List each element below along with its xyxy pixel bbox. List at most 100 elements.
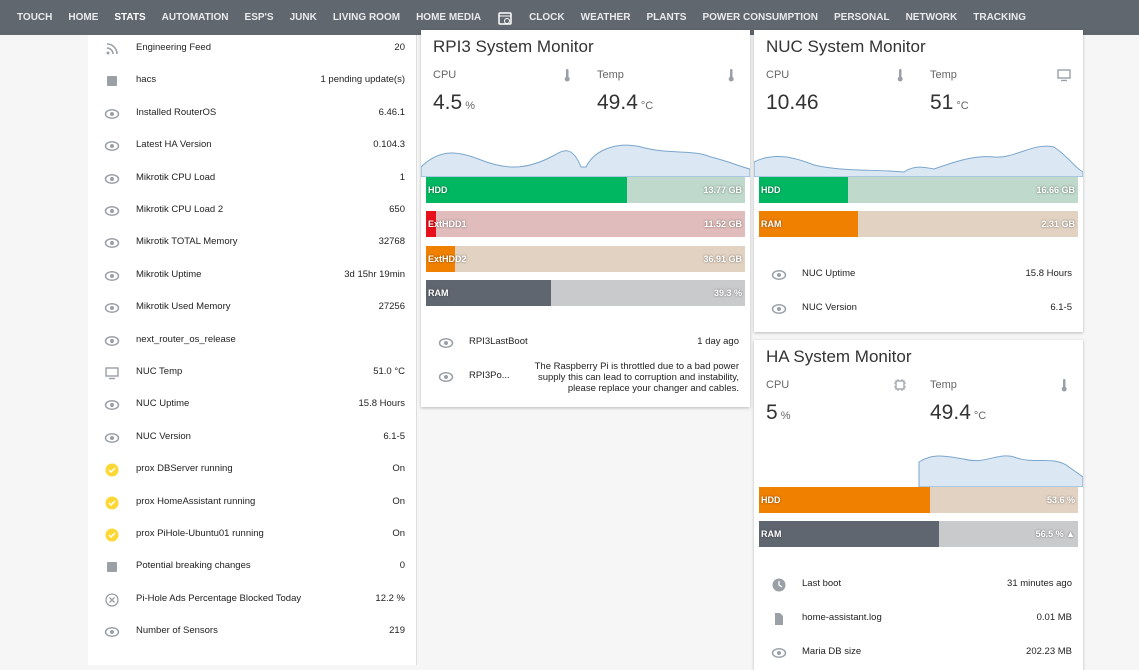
- icon-check: [105, 463, 119, 477]
- temp-label: Temp: [597, 69, 624, 81]
- nav-tab[interactable]: NETWORK: [905, 12, 958, 23]
- bar-label: RAM: [428, 287, 449, 298]
- bar-value: 36.91 GB: [703, 253, 742, 264]
- entity-value: 1 pending update(s): [320, 74, 405, 86]
- entity-name: NUC Uptime: [802, 267, 856, 279]
- icon-eye: [438, 372, 454, 383]
- nav-tab[interactable]: TRACKING: [973, 12, 1027, 23]
- nav-tab[interactable]: POWER CONSUMPTION: [702, 12, 818, 23]
- nav-tab[interactable]: CLOCK: [529, 12, 565, 23]
- entity-name: Mikrotik TOTAL Memory: [136, 236, 238, 248]
- temp-value: 51 °C: [930, 91, 969, 115]
- icon-chip: [894, 379, 906, 391]
- entity-value: The Raspberry Pi is throttled due to a b…: [534, 361, 739, 395]
- cpu-label: CPU: [766, 379, 790, 391]
- bar-label: ExtHDD2: [428, 253, 467, 264]
- cpu-label: CPU: [433, 69, 457, 81]
- nav-tab[interactable]: STATS: [114, 12, 146, 23]
- temp-label: Temp: [930, 69, 957, 81]
- icon-eye: [104, 627, 120, 638]
- entity-name: hacs: [136, 74, 157, 86]
- entity-value: 0.01 MB: [1036, 611, 1072, 623]
- temp-unit: °C: [973, 410, 987, 422]
- entity-value: 650: [389, 204, 405, 215]
- bar: ExtHDD2 36.91 GB: [426, 245, 745, 272]
- entity-value: 15.8 Hours: [1025, 267, 1072, 279]
- sparkline: [918, 455, 1083, 487]
- nav-bar: TOUCH HOME STATS AUTOMATION ESP'S JUNK LIVING …: [0, 0, 1139, 35]
- bar: RAM 56.5 % ▲: [759, 521, 1078, 548]
- bar-value: 16.66 GB: [1036, 185, 1075, 195]
- temp-value: 49.4 °C: [930, 401, 986, 425]
- nav-tab[interactable]: HOME MEDIA: [416, 12, 482, 23]
- icon-eye: [104, 108, 120, 119]
- bar-fill: [759, 177, 849, 203]
- bar: RAM 39.3 %: [426, 279, 745, 306]
- bar-value: 13.77 GB: [703, 185, 742, 195]
- bar: RAM 2.31 GB: [759, 211, 1078, 238]
- entity-value: 6.46.1: [378, 106, 405, 118]
- bar-value: 53.6 %: [1046, 495, 1075, 505]
- entity-name: home-assistant.log: [802, 611, 882, 623]
- icon-therm: [897, 69, 903, 82]
- entity-name: Mikrotik CPU Load: [136, 171, 216, 183]
- cpu-number: 4.5: [433, 91, 463, 114]
- nav-tab[interactable]: WEATHER: [580, 12, 631, 23]
- nuc-card: NUC System Monitor CPU 10.46 Temp 51 °C HDD 16.…: [754, 30, 1083, 332]
- bar-label: RAM: [761, 219, 782, 230]
- icon-eye: [104, 206, 120, 216]
- nav-tab[interactable]: PERSONAL: [834, 12, 890, 23]
- card-title: NUC System Monitor: [766, 37, 926, 56]
- temp-number: 49.4: [597, 91, 638, 114]
- entity-value: 51.0 °C: [373, 366, 405, 377]
- cpu-value: 10.46: [766, 91, 819, 115]
- icon-x: [105, 593, 119, 607]
- entity-value: 27256: [378, 301, 405, 313]
- icon-therm: [728, 69, 734, 82]
- entities-card: Engineering Feed 20 hacs 1 pending update(s…: [88, 35, 417, 665]
- nav-tab[interactable]: HOME: [68, 12, 99, 23]
- nav-tab[interactable]: LIVING ROOM: [332, 12, 401, 23]
- entity-value: 0.104.3: [373, 139, 405, 151]
- icon-check: [105, 528, 119, 542]
- icon-rss: [106, 43, 118, 55]
- calendar-tab[interactable]: [497, 10, 513, 26]
- entity-name: Installed RouterOS: [136, 106, 217, 118]
- temp-unit: °C: [956, 100, 969, 112]
- entity-name: NUC Uptime: [136, 398, 190, 410]
- icon-eye: [438, 338, 454, 349]
- icon-monitor: [1057, 69, 1071, 82]
- entity-name: Potential breaking changes: [136, 560, 251, 572]
- icon-check: [105, 496, 119, 510]
- bar-fill: [426, 211, 436, 238]
- nav-tab[interactable]: ESP'S: [244, 12, 274, 23]
- cpu-unit: %: [465, 100, 475, 112]
- entity-name: NUC Version: [136, 430, 191, 442]
- icon-eye: [104, 141, 120, 152]
- nav-tab[interactable]: AUTOMATION: [161, 12, 229, 23]
- cpu-value: 4.5%: [433, 91, 475, 115]
- entity-name: Number of Sensors: [136, 625, 218, 637]
- card-title: RPI3 System Monitor: [433, 37, 594, 56]
- icon-box: [107, 562, 117, 573]
- icon-eye: [771, 269, 787, 280]
- bar-fill: [759, 487, 930, 513]
- entity-value: 15.8 Hours: [358, 398, 405, 410]
- entity-value: 20: [394, 42, 405, 53]
- entity-name: Last boot: [802, 577, 842, 589]
- bar-fill: [759, 521, 940, 548]
- icon-monitor: [105, 367, 119, 380]
- entity-value: 202.23 MB: [1026, 645, 1072, 657]
- entity-name: Mikrotik Uptime: [136, 268, 202, 280]
- nav-tab[interactable]: TOUCH: [17, 12, 53, 23]
- bar: HDD 53.6 %: [759, 487, 1078, 513]
- bar-label: ExtHDD1: [428, 219, 467, 230]
- nav-tab[interactable]: PLANTS: [646, 12, 687, 23]
- entity-name: RPI3LastBoot: [469, 336, 528, 348]
- icon-file: [775, 612, 783, 625]
- entity-value: 0: [399, 560, 405, 572]
- icon-eye: [104, 400, 120, 411]
- nav-tab[interactable]: JUNK: [289, 12, 317, 23]
- sparkline: [754, 145, 1083, 177]
